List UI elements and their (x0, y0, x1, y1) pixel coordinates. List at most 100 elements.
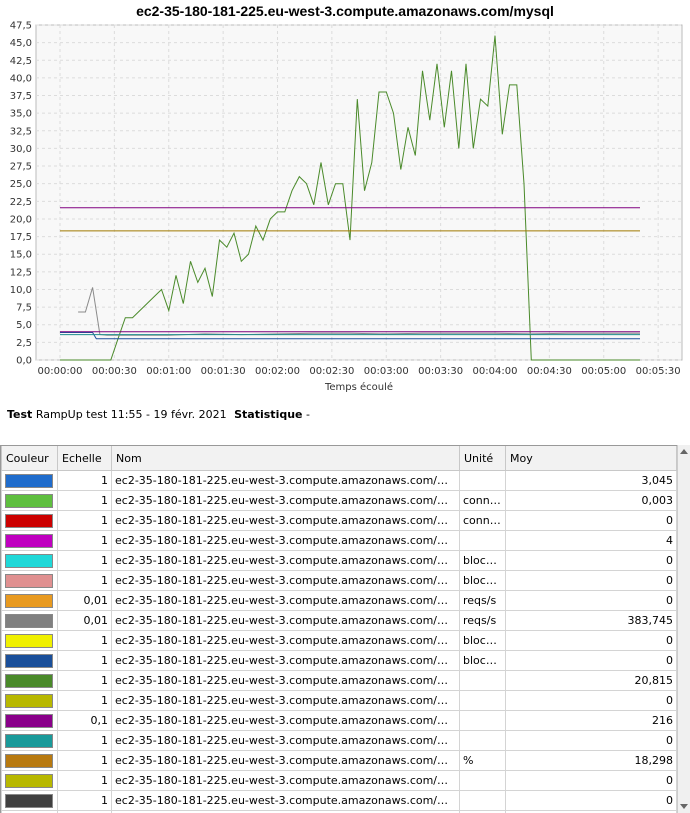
name-cell: ec2-35-180-181-225.eu-west-3.compute.ama… (111, 710, 460, 731)
scale-cell: 1 (57, 550, 112, 571)
color-cell[interactable] (1, 770, 58, 791)
color-cell[interactable] (1, 610, 58, 631)
average-cell: 0,003 (505, 490, 677, 511)
unit-cell: reqs/s (459, 610, 506, 631)
column-header-scale[interactable]: Echelle (57, 446, 112, 471)
color-cell[interactable] (1, 490, 58, 511)
column-header-color[interactable]: Couleur (1, 446, 58, 471)
color-swatch[interactable] (5, 533, 53, 548)
color-cell[interactable] (1, 470, 58, 491)
name-cell: ec2-35-180-181-225.eu-west-3.compute.ama… (111, 530, 460, 551)
unit-cell (459, 710, 506, 731)
color-cell[interactable] (1, 510, 58, 531)
color-swatch[interactable] (5, 773, 53, 788)
color-cell[interactable] (1, 650, 58, 671)
color-cell[interactable] (1, 670, 58, 691)
color-cell[interactable] (1, 550, 58, 571)
unit-cell: blocks/s (459, 550, 506, 571)
scale-cell: 1 (57, 650, 112, 671)
color-cell[interactable] (1, 570, 58, 591)
scale-cell: 1 (57, 690, 112, 711)
color-cell[interactable] (1, 630, 58, 651)
column-header-average[interactable]: Moy (505, 446, 677, 471)
series-table: Couleur Echelle Nom Unité Moy 1 ec2-35-18… (0, 445, 688, 813)
y-tick-label: 12,5 (10, 267, 32, 278)
color-swatch[interactable] (5, 613, 53, 628)
color-cell[interactable] (1, 750, 58, 771)
color-cell[interactable] (1, 690, 58, 711)
color-swatch[interactable] (5, 493, 53, 508)
column-header-name[interactable]: Nom (111, 446, 460, 471)
name-cell: ec2-35-180-181-225.eu-west-3.compute.ama… (111, 650, 460, 671)
scale-cell: 0,01 (57, 590, 112, 611)
color-swatch[interactable] (5, 573, 53, 588)
table-row[interactable]: 0,1 ec2-35-180-181-225.eu-west-3.compute.… (1, 710, 677, 731)
color-swatch[interactable] (5, 553, 53, 568)
column-header-unit[interactable]: Unité (459, 446, 506, 471)
color-swatch[interactable] (5, 633, 53, 648)
color-swatch[interactable] (5, 673, 53, 688)
name-cell: ec2-35-180-181-225.eu-west-3.compute.ama… (111, 470, 460, 491)
color-swatch[interactable] (5, 593, 53, 608)
y-tick-label: 10,0 (10, 285, 32, 296)
table-row[interactable]: 1ec2-35-180-181-225.eu-west-3.compute.am… (1, 810, 677, 813)
color-swatch[interactable] (5, 653, 53, 668)
unit-cell: blocks/s (459, 570, 506, 591)
y-tick-label: 5,0 (16, 320, 32, 331)
series-line-0 (60, 35, 640, 361)
plot-background (35, 24, 683, 361)
color-cell[interactable] (1, 790, 58, 811)
name-cell: ec2-35-180-181-225.eu-west-3.compute.ama… (111, 570, 460, 591)
color-cell[interactable] (1, 730, 58, 751)
line-chart: 0,0 2,5 5,0 7,5 10,0 12,5 15,0 17,5 20,0 22,5 25,0… (10, 21, 683, 393)
table-row[interactable]: 0,01 ec2-35-180-181-225.eu-west-3.compute… (1, 610, 677, 631)
scroll-down-arrow-icon[interactable] (680, 804, 688, 809)
average-cell: 0 (505, 550, 677, 571)
name-cell: ec2-35-180-181-225.eu-west-3.compute.ama… (111, 730, 460, 751)
table-row[interactable]: 0,01 ec2-35-180-181-225.eu-west-3.compute… (1, 590, 677, 611)
color-cell[interactable] (1, 710, 58, 731)
unit-cell (459, 790, 506, 811)
scale-cell: 0,1 (57, 710, 112, 731)
unit-cell: conne... (459, 490, 506, 511)
scale-cell: 1 (57, 570, 112, 591)
color-swatch[interactable] (5, 713, 53, 728)
table-vertical-scrollbar[interactable] (677, 445, 690, 813)
name-cell: ec2-35-180-181-225.eu-west-3.compute.ama… (111, 630, 460, 651)
average-cell: 0 (505, 590, 677, 611)
color-swatch[interactable] (5, 513, 53, 528)
average-cell: 20,815 (505, 670, 677, 691)
color-cell[interactable] (1, 590, 58, 611)
color-swatch[interactable] (5, 693, 53, 708)
unit-cell: % (459, 750, 506, 771)
name-cell: ec2-35-180-181-225.eu-west-3.compute.ama… (111, 610, 460, 631)
scale-cell: 1 (57, 490, 112, 511)
average-cell: 0 (505, 770, 677, 791)
color-swatch[interactable] (5, 753, 53, 768)
y-tick-label: 35,0 (10, 109, 32, 120)
scale-cell: 1 (57, 750, 112, 771)
color-swatch[interactable] (5, 473, 53, 488)
scroll-up-arrow-icon[interactable] (680, 449, 688, 454)
color-swatch[interactable] (5, 793, 53, 808)
test-label: Test (7, 408, 33, 421)
color-cell[interactable] (1, 530, 58, 551)
color-swatch[interactable] (5, 733, 53, 748)
y-tick-label: 25,0 (10, 179, 32, 190)
x-tick-label: 00:04:30 (527, 366, 572, 377)
x-tick-label: 00:02:30 (309, 366, 354, 377)
